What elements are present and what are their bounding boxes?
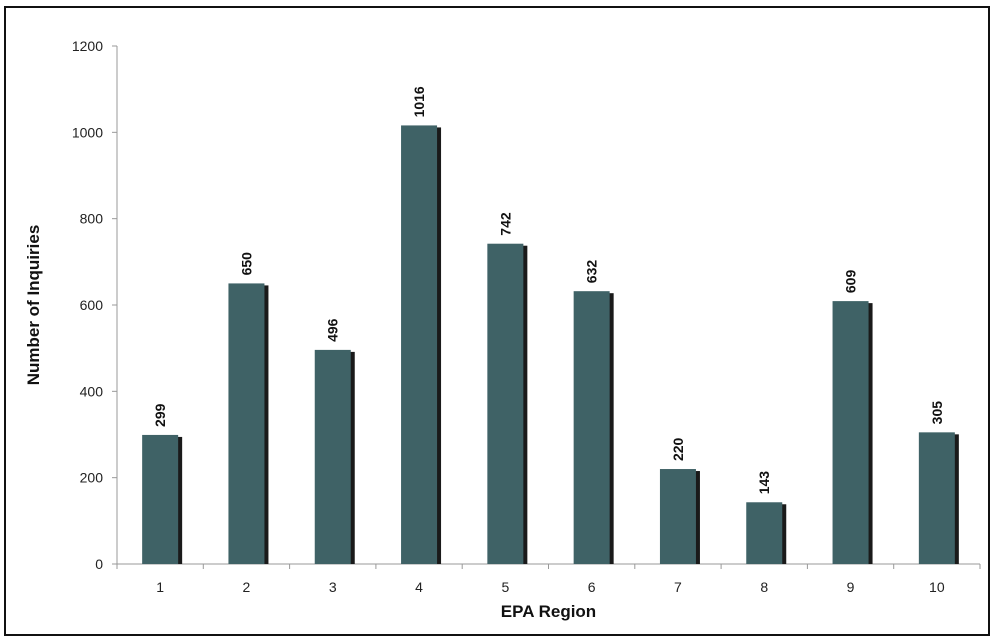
data-label: 143 [756, 471, 772, 495]
y-tick-label: 600 [80, 297, 104, 313]
data-label: 299 [152, 403, 168, 427]
y-axis-title: Number of Inquiries [24, 225, 43, 386]
x-axis-ticks: 1 2 3 4 5 6 7 8 9 10 [116, 564, 981, 595]
data-labels: 299 650 496 1016 742 632 220 143 609 305 [152, 86, 945, 494]
data-label: 650 [238, 252, 254, 276]
y-tick-label: 1200 [72, 38, 103, 54]
bars [142, 125, 959, 564]
y-tick-label: 800 [80, 211, 104, 227]
data-label: 496 [325, 318, 341, 342]
x-axis-title: EPA Region [501, 602, 596, 621]
bar-region-4 [401, 125, 438, 564]
x-tick-label: 8 [760, 579, 768, 595]
x-tick-label: 6 [588, 579, 596, 595]
data-label: 632 [584, 260, 600, 284]
bar-region-8 [746, 502, 783, 564]
x-tick-label: 7 [674, 579, 682, 595]
bar-region-5 [487, 243, 524, 564]
x-tick-label: 5 [501, 579, 509, 595]
bar-region-9 [832, 301, 869, 564]
bar-region-6 [573, 291, 610, 564]
bar-region-1 [142, 434, 179, 564]
y-tick-label: 200 [80, 470, 104, 486]
y-tick-label: 400 [80, 383, 104, 399]
x-tick-label: 1 [156, 579, 164, 595]
bar-region-7 [659, 469, 696, 564]
y-axis-ticks: 0 200 400 600 800 1000 1200 [72, 38, 117, 572]
x-tick-label: 3 [329, 579, 337, 595]
x-tick-label: 9 [847, 579, 855, 595]
data-label: 742 [497, 212, 513, 236]
data-label: 220 [670, 437, 686, 461]
x-tick-label: 10 [929, 579, 945, 595]
bar-region-2 [228, 283, 265, 564]
y-tick-label: 1000 [72, 124, 103, 140]
x-tick-label: 2 [243, 579, 251, 595]
bar-region-10 [918, 432, 955, 564]
bar-region-3 [314, 349, 351, 564]
y-tick-label: 0 [95, 556, 103, 572]
data-label: 609 [843, 270, 859, 294]
data-label: 305 [929, 401, 945, 425]
data-label: 1016 [411, 86, 427, 117]
x-tick-label: 4 [415, 579, 423, 595]
